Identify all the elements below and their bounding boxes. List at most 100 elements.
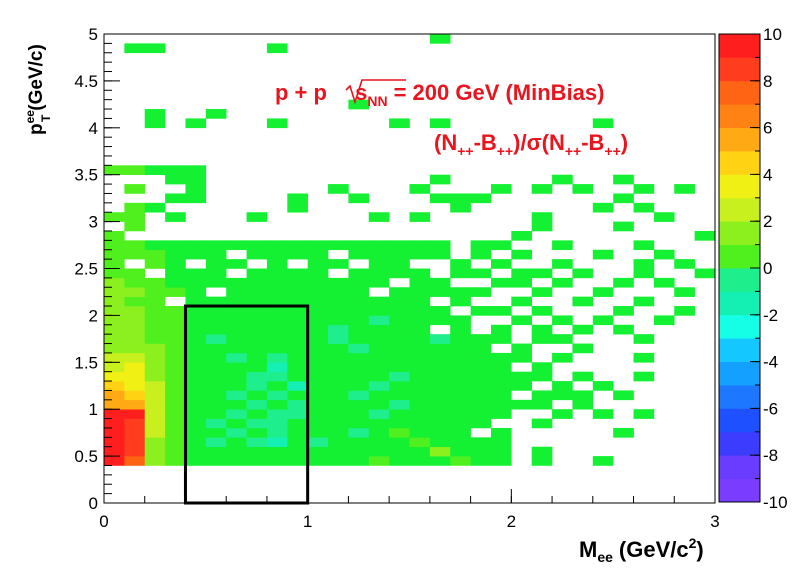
heatmap-cell <box>165 315 186 326</box>
heatmap-cell <box>226 399 247 410</box>
heatmap-cell <box>144 371 166 382</box>
heatmap-cell <box>490 446 512 457</box>
heatmap-cell <box>266 259 288 269</box>
annotation-sigma: )/σ(N <box>513 130 565 155</box>
heatmap-cell <box>124 456 146 466</box>
heatmap-cell <box>124 268 146 279</box>
heatmap-cell <box>205 381 227 391</box>
heatmap-cell <box>511 371 532 382</box>
heatmap-cell <box>124 324 146 335</box>
heatmap-cell <box>429 306 451 316</box>
heatmap-cell <box>144 43 166 54</box>
heatmap-cell <box>531 287 553 297</box>
heatmap-cell <box>531 362 553 372</box>
heatmap-cell <box>226 381 247 391</box>
heatmap-cell <box>348 240 370 251</box>
x-title-units: (GeV/c <box>619 537 689 562</box>
heatmap-cell <box>572 296 594 307</box>
heatmap-cell <box>348 409 370 419</box>
heatmap-cell <box>185 437 207 448</box>
heatmap-cell <box>165 362 186 372</box>
heatmap-cell <box>287 306 308 316</box>
heatmap-cell <box>165 418 186 429</box>
heatmap-cell <box>450 343 471 354</box>
heatmap-cell <box>389 381 410 391</box>
heatmap-cell <box>470 193 492 204</box>
heatmap-cell <box>552 352 573 363</box>
heatmap-cell <box>328 315 349 326</box>
heatmap-cell <box>104 427 125 438</box>
heatmap-cell <box>633 334 655 344</box>
colorbar-segment <box>719 151 760 175</box>
heatmap-cell <box>307 277 329 288</box>
heatmap-cell <box>185 418 207 429</box>
heatmap-cell <box>490 371 512 382</box>
heatmap-cell <box>653 277 675 288</box>
heatmap-cell <box>266 268 288 279</box>
heatmap-cell <box>552 277 573 288</box>
heatmap-cell <box>511 381 532 391</box>
heatmap-cell <box>205 390 227 401</box>
heatmap-cell <box>613 221 634 232</box>
annotation-pp: p + p <box>275 80 327 105</box>
heatmap-cell <box>531 456 553 466</box>
heatmap-cell <box>328 306 349 316</box>
heatmap-cell <box>165 334 186 344</box>
heatmap-cell <box>429 174 451 185</box>
heatmap-cell <box>287 268 308 279</box>
heatmap-cell <box>205 324 227 335</box>
heatmap-cell <box>246 418 268 429</box>
colorbar-segment <box>719 104 760 128</box>
heatmap-cell <box>144 343 166 354</box>
heatmap-cell <box>409 268 431 279</box>
heatmap-cell <box>185 343 207 354</box>
heatmap-cell <box>226 390 247 401</box>
heatmap-cell <box>307 306 329 316</box>
heatmap-cell <box>552 390 573 401</box>
heatmap-cell <box>226 427 247 438</box>
y-title-main: p <box>26 123 47 135</box>
annotation-n1: (N <box>434 130 457 155</box>
heatmap-cell <box>531 334 553 344</box>
heatmap-cell <box>165 437 186 448</box>
heatmap-cell <box>328 277 349 288</box>
heatmap-cell <box>490 381 512 391</box>
colorbar-segment <box>719 385 760 409</box>
heatmap-cell <box>185 362 207 372</box>
heatmap-cell <box>450 427 471 438</box>
x-title-sup: 2 <box>689 535 697 551</box>
heatmap-cell <box>185 268 207 279</box>
heatmap-cell <box>613 174 634 185</box>
heatmap-cell <box>409 287 431 297</box>
heatmap-cell <box>470 306 492 316</box>
heatmap-cell <box>144 202 166 213</box>
heatmap-cell <box>124 306 146 316</box>
heatmap-cell <box>307 381 329 391</box>
heatmap-cell <box>511 352 532 363</box>
heatmap-cell <box>368 306 390 316</box>
heatmap-cell <box>531 268 553 279</box>
heatmap-cell <box>348 249 370 260</box>
heatmap-cell <box>348 193 370 204</box>
heatmap-cell <box>409 381 431 391</box>
heatmap-cell <box>450 437 471 448</box>
heatmap-cell <box>104 287 125 297</box>
heatmap-cell <box>266 287 288 297</box>
heatmap-cell <box>490 306 512 316</box>
heatmap-cell <box>694 230 715 241</box>
heatmap-cell <box>328 259 349 269</box>
heatmap-cell <box>470 249 492 260</box>
heatmap-cell <box>124 381 146 391</box>
heatmap-cell <box>226 362 247 372</box>
heatmap-cell <box>389 249 410 260</box>
heatmap-cell <box>246 446 268 457</box>
heatmap-cell <box>287 202 308 213</box>
heatmap-cell <box>185 287 207 297</box>
heatmap-cell <box>104 296 125 307</box>
heatmap-cell <box>287 446 308 457</box>
y-tick-label: 2 <box>89 306 98 325</box>
heatmap-cell <box>409 437 431 448</box>
heatmap-cell <box>592 315 614 326</box>
heatmap-cell <box>490 277 512 288</box>
heatmap-cell <box>429 118 451 129</box>
